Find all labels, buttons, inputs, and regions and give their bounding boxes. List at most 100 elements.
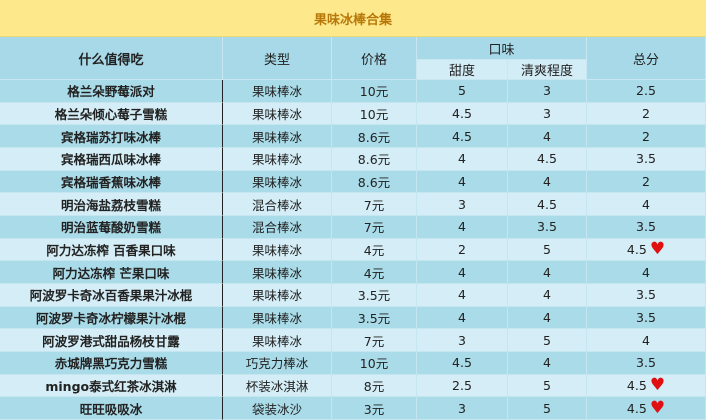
type-text: 果味棒冰 bbox=[251, 265, 302, 281]
cell-name: 阿波罗港式甜品杨枝甘露 bbox=[0, 329, 223, 352]
cell-type: 混合棒冰 bbox=[223, 215, 332, 239]
name-text: 阿力达冻榨 百香果口味 bbox=[46, 242, 176, 258]
cell-type: 果味棒冰 bbox=[223, 261, 332, 284]
type-text: 果味棒冰 bbox=[251, 333, 302, 349]
fresh-text: 4 bbox=[543, 309, 551, 325]
total-text: 4 bbox=[642, 196, 650, 212]
cell-fresh: 4.5 bbox=[508, 147, 587, 171]
cell-total: 3.5 bbox=[587, 147, 706, 171]
name-text: 阿波罗卡奇冰百香果果汁冰棍 bbox=[29, 288, 193, 304]
table-row: 阿力达冻榨 芒果口味 果味棒冰 4元 4 4 4 bbox=[0, 261, 706, 284]
total-text: 3.5 bbox=[636, 151, 656, 167]
price-text: 8.6元 bbox=[357, 174, 391, 190]
cell-fresh: 5 bbox=[508, 397, 587, 420]
cell-fresh: 3 bbox=[508, 80, 587, 103]
cell-sweet: 4.5 bbox=[417, 125, 508, 148]
sweet-text: 4.5 bbox=[452, 355, 472, 371]
cell-price: 8.6元 bbox=[332, 147, 417, 171]
cell-fresh: 5 bbox=[508, 374, 587, 398]
price-text: 3.5元 bbox=[357, 310, 391, 326]
header-fresh: 清爽程度 bbox=[508, 60, 587, 80]
fresh-text: 4 bbox=[543, 355, 551, 371]
cell-price: 10元 bbox=[332, 102, 417, 126]
cell-total: 4.5 ♥ bbox=[587, 397, 706, 420]
sweet-text: 3 bbox=[458, 400, 466, 416]
name-text: 宾格瑞西瓜味冰棒 bbox=[60, 152, 161, 168]
name-text: 格兰朵野莓派对 bbox=[67, 84, 155, 100]
table-row: 阿力达冻榨 百香果口味 果味棒冰 4元 2 5 4.5 ♥ bbox=[0, 238, 706, 262]
cell-type: 混合棒冰 bbox=[223, 193, 332, 216]
cell-price: 4元 bbox=[332, 261, 417, 284]
cell-name: 格兰朵倾心莓子雪糕 bbox=[0, 102, 223, 126]
cell-total: 4 bbox=[587, 261, 706, 284]
cell-fresh: 4 bbox=[508, 125, 587, 148]
type-text: 巧克力棒冰 bbox=[245, 356, 309, 372]
cell-price: 7元 bbox=[332, 193, 417, 216]
type-text: 果味棒冰 bbox=[251, 84, 302, 100]
cell-sweet: 4 bbox=[417, 261, 508, 284]
table-row: 旺旺吸吸冰 袋装冰沙 3元 3 5 4.5 ♥ bbox=[0, 397, 706, 420]
heart-icon: ♥ bbox=[649, 374, 666, 395]
type-text: 果味棒冰 bbox=[251, 310, 302, 326]
fresh-text: 3.5 bbox=[537, 219, 557, 235]
price-text: 3.5元 bbox=[357, 288, 391, 304]
cell-total: 2 bbox=[587, 125, 706, 148]
total-text: 4 bbox=[642, 332, 650, 348]
cell-type: 巧克力棒冰 bbox=[223, 351, 332, 375]
cell-total: 2 bbox=[587, 170, 706, 194]
cell-price: 3.5元 bbox=[332, 306, 417, 330]
cell-price: 8.6元 bbox=[332, 170, 417, 194]
cell-sweet: 2 bbox=[417, 238, 508, 262]
header-type: 类型 bbox=[223, 37, 332, 80]
table-row: 宾格瑞西瓜味冰棒 果味棒冰 8.6元 4 4.5 3.5 bbox=[0, 147, 706, 171]
cell-type: 袋装冰沙 bbox=[223, 397, 332, 420]
cell-sweet: 4 bbox=[417, 306, 508, 330]
table-row: 明治蓝莓酸奶雪糕 混合棒冰 7元 4 3.5 3.5 bbox=[0, 215, 706, 239]
header-taste: 口味 bbox=[417, 37, 587, 60]
fresh-text: 4 bbox=[543, 128, 551, 144]
type-text: 袋装冰沙 bbox=[251, 401, 302, 417]
cell-price: 7元 bbox=[332, 329, 417, 352]
fresh-text: 4.5 bbox=[537, 151, 557, 167]
heart-icon: ♥ bbox=[649, 397, 666, 418]
cell-sweet: 5 bbox=[417, 80, 508, 103]
cell-name: 赤城牌黑巧克力雪糕 bbox=[0, 351, 223, 375]
cell-type: 果味棒冰 bbox=[223, 147, 332, 171]
table-row: 阿波罗卡奇冰百香果果汁冰棍 果味棒冰 3.5元 4 4 3.5 bbox=[0, 283, 706, 307]
cell-type: 果味棒冰 bbox=[223, 170, 332, 194]
price-text: 4元 bbox=[363, 242, 385, 258]
type-text: 果味棒冰 bbox=[251, 106, 302, 122]
cell-sweet: 4.5 bbox=[417, 351, 508, 375]
name-text: 格兰朵倾心莓子雪糕 bbox=[54, 106, 168, 122]
cell-sweet: 4 bbox=[417, 283, 508, 307]
cell-sweet: 4 bbox=[417, 170, 508, 194]
fresh-text: 5 bbox=[543, 332, 551, 348]
fresh-text: 3 bbox=[543, 83, 551, 99]
cell-sweet: 4.5 bbox=[417, 102, 508, 126]
total-text: 4 bbox=[642, 264, 650, 280]
cell-total: 4 bbox=[587, 329, 706, 352]
cell-fresh: 4 bbox=[508, 306, 587, 330]
fresh-text: 5 bbox=[543, 377, 551, 393]
cell-sweet: 3 bbox=[417, 397, 508, 420]
type-text: 果味棒冰 bbox=[251, 174, 302, 190]
name-text: 阿波罗卡奇冰柠檬果汁冰棍 bbox=[35, 310, 186, 326]
name-text: 旺旺吸吸冰 bbox=[79, 401, 143, 417]
sweet-text: 4 bbox=[458, 309, 466, 325]
cell-name: 宾格瑞香蕉味冰棒 bbox=[0, 170, 223, 194]
cell-fresh: 5 bbox=[508, 238, 587, 262]
cell-name: 阿波罗卡奇冰柠檬果汁冰棍 bbox=[0, 306, 223, 330]
total-text: 4.5 bbox=[626, 400, 647, 416]
table-row: 格兰朵野莓派对 果味棒冰 10元 5 3 2.5 bbox=[0, 80, 706, 103]
header-total: 总分 bbox=[587, 37, 706, 80]
cell-name: 明治蓝莓酸奶雪糕 bbox=[0, 215, 223, 239]
price-text: 10元 bbox=[359, 106, 389, 122]
sweet-text: 2.5 bbox=[452, 377, 472, 393]
cell-name: 阿力达冻榨 百香果口味 bbox=[0, 238, 223, 262]
cell-price: 8.6元 bbox=[332, 125, 417, 148]
price-text: 10元 bbox=[359, 84, 389, 100]
cell-fresh: 4 bbox=[508, 351, 587, 375]
price-text: 7元 bbox=[363, 333, 385, 349]
price-text: 3元 bbox=[363, 401, 385, 417]
cell-type: 果味棒冰 bbox=[223, 102, 332, 126]
